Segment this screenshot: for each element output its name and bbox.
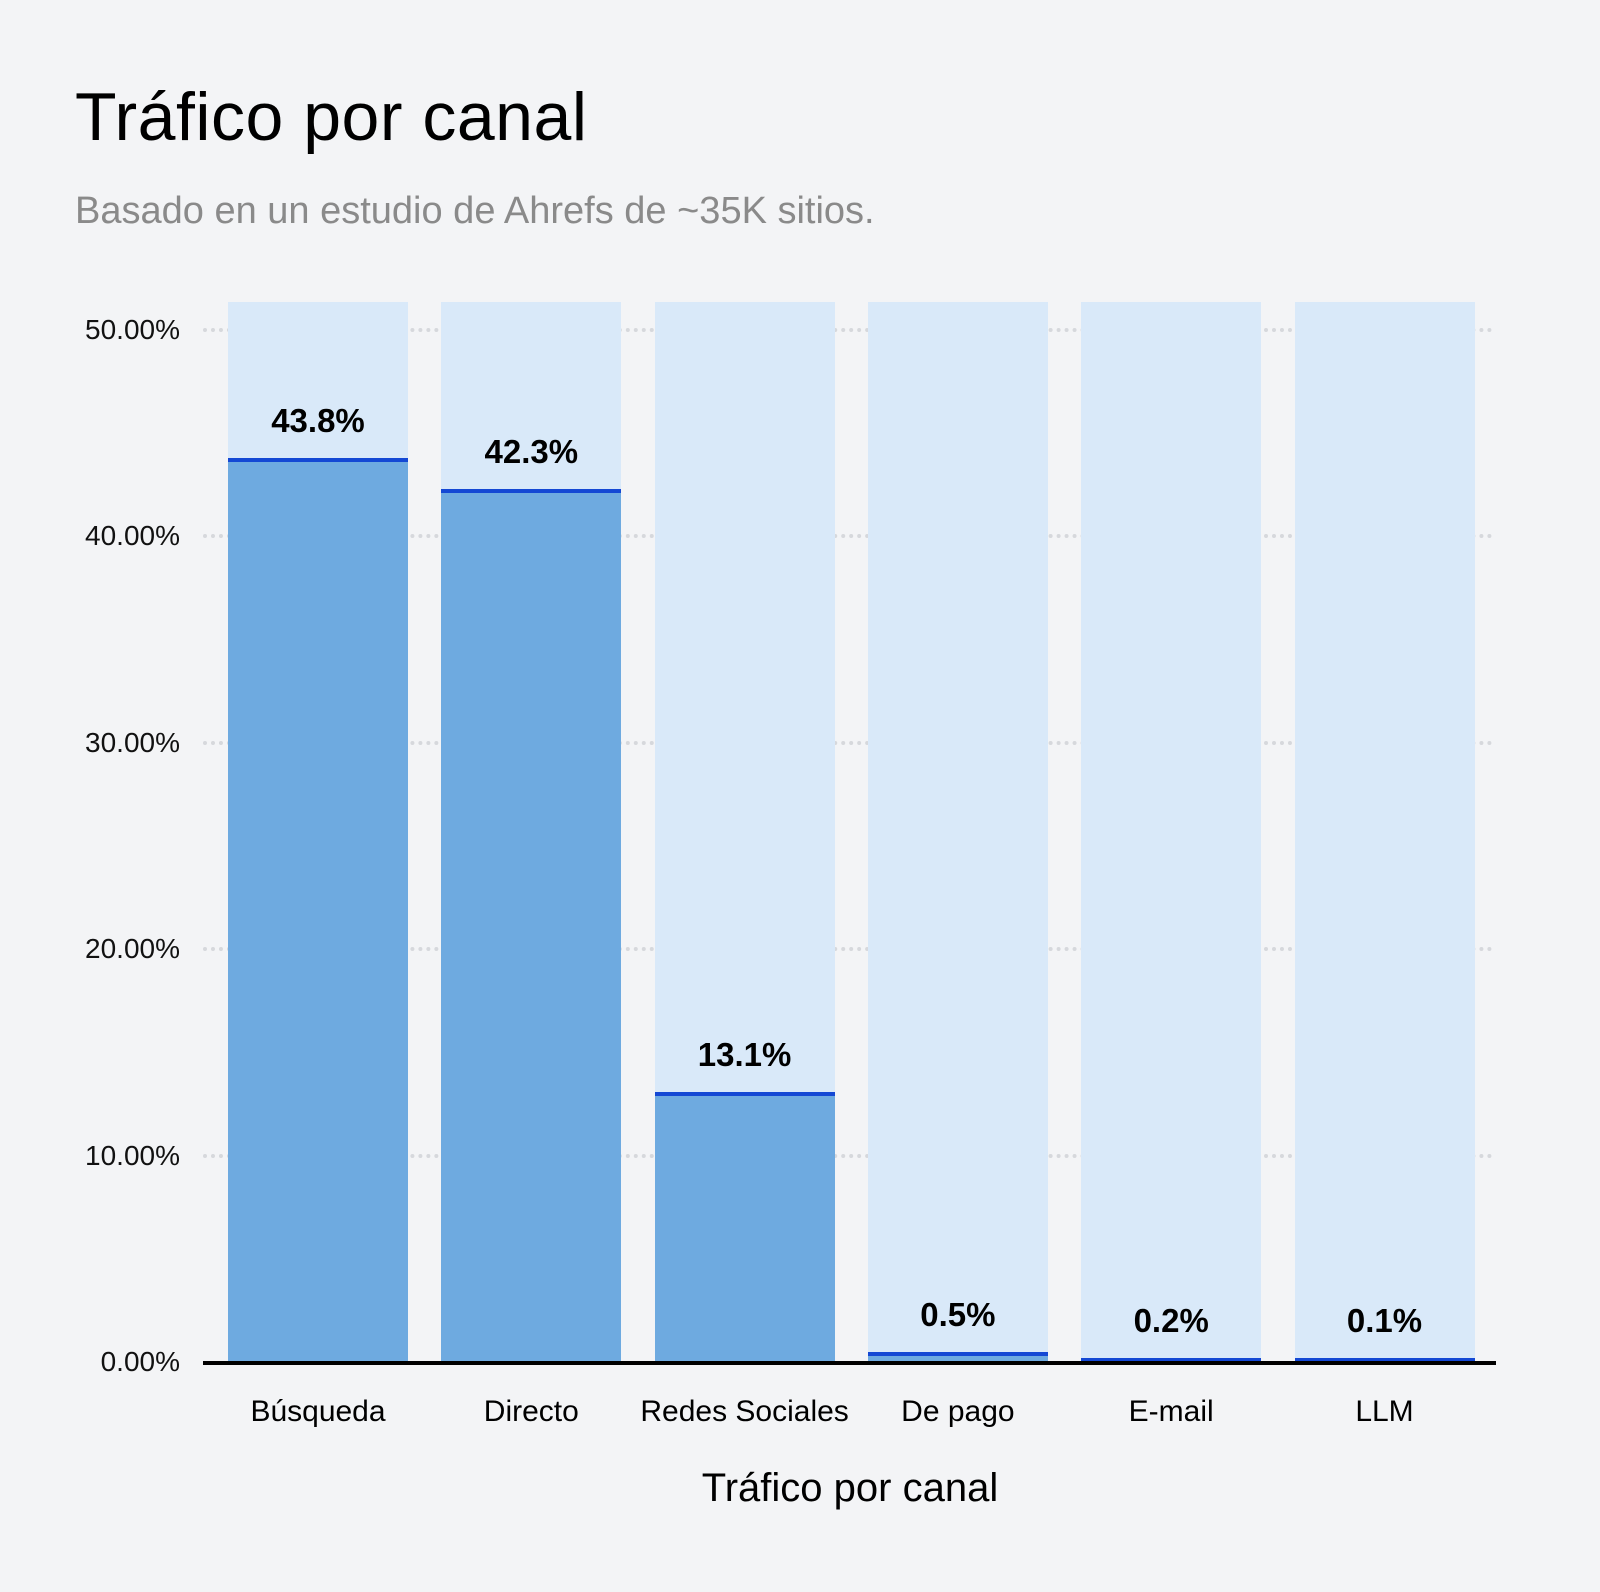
x-tick-label: Búsqueda bbox=[250, 1395, 386, 1428]
bar-value-label: 0.5% bbox=[920, 1295, 996, 1333]
chart-subtitle: Basado en un estudio de Ahrefs de ~35K s… bbox=[75, 190, 875, 232]
x-tick-label: E-mail bbox=[1128, 1395, 1214, 1428]
x-axis-label: Tráfico por canal bbox=[701, 1466, 999, 1510]
y-tick-label: 30.00% bbox=[85, 726, 180, 758]
bar-e-mail[interactable] bbox=[1081, 1357, 1262, 1362]
bar-value-label: 0.2% bbox=[1133, 1301, 1209, 1339]
bar-value-label: 13.1% bbox=[697, 1035, 792, 1073]
y-tick-label: 10.00% bbox=[85, 1139, 180, 1171]
y-tick-label: 40.00% bbox=[85, 520, 180, 552]
x-axis-line bbox=[203, 1361, 1496, 1365]
bar-redes-sociales[interactable] bbox=[654, 1091, 835, 1362]
bar-background bbox=[1081, 302, 1262, 1362]
bar-directo[interactable] bbox=[441, 488, 622, 1362]
gridline bbox=[203, 947, 1493, 952]
gridline bbox=[203, 328, 1493, 332]
y-tick-label: 20.00% bbox=[85, 933, 180, 965]
gridline bbox=[203, 740, 1493, 745]
bar-background bbox=[867, 302, 1048, 1362]
bar-llm[interactable] bbox=[1294, 1358, 1475, 1362]
bar-value-label: 42.3% bbox=[484, 432, 579, 470]
bar-de-pago[interactable] bbox=[867, 1351, 1048, 1362]
x-tick-label: Redes Sociales bbox=[640, 1395, 849, 1428]
x-tick-label: LLM bbox=[1355, 1395, 1414, 1428]
bar-búsqueda[interactable] bbox=[228, 457, 408, 1362]
y-tick-label: 0.00% bbox=[100, 1346, 180, 1377]
x-tick-label: Directo bbox=[483, 1395, 579, 1428]
y-tick-label: 50.00% bbox=[85, 314, 180, 345]
bar-value-label: 43.8% bbox=[271, 401, 365, 439]
bar-background bbox=[1294, 302, 1475, 1362]
gridline bbox=[203, 1153, 1493, 1158]
x-tick-label: De pago bbox=[901, 1395, 1015, 1428]
gridline bbox=[203, 534, 1493, 539]
chart-title: Tráfico por canal bbox=[75, 79, 588, 155]
bar-value-label: 0.1% bbox=[1346, 1302, 1423, 1339]
